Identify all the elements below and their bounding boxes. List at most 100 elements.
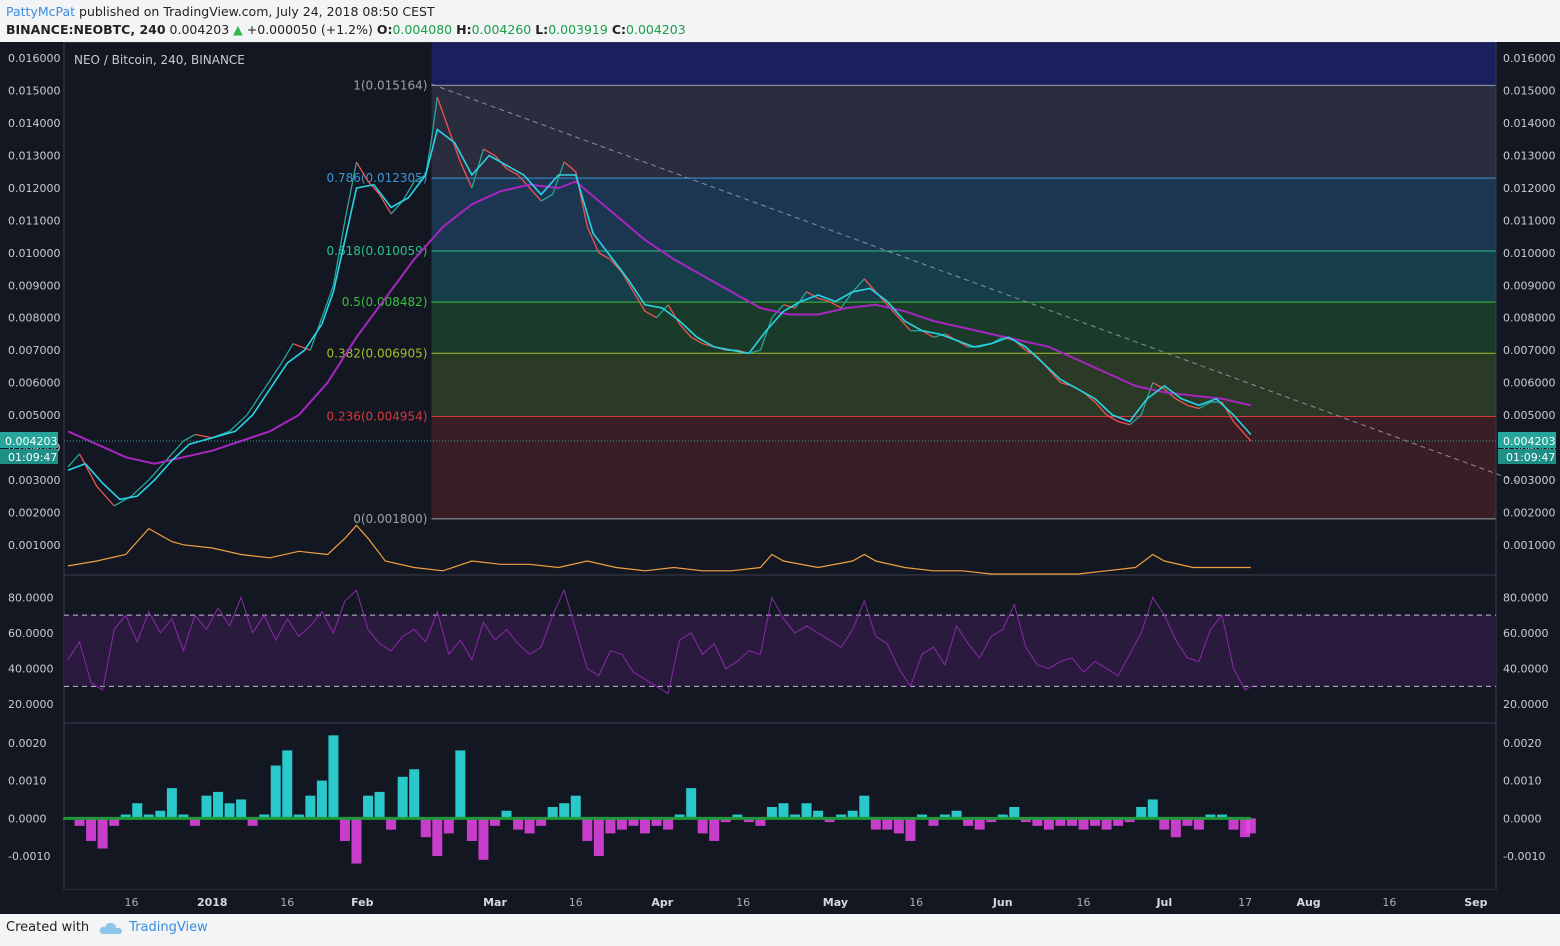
price-axis-tick-right: 0.008000: [1503, 312, 1556, 325]
fibonacci-retracement: 1(0.015164) 0.786(0.012305) 0.618(0.010059…: [327, 42, 1496, 526]
price-segment: [78, 453, 98, 487]
macd-histogram-bar: [651, 818, 662, 826]
time-axis-tick: 16: [1382, 896, 1396, 909]
price-axis-tick-left: 0.016000: [8, 52, 61, 65]
macd-histogram-bar: [316, 780, 327, 819]
price-segment: [540, 193, 553, 202]
macd-histogram-bar: [397, 776, 408, 819]
price-axis-tick-left: 0.015000: [8, 85, 61, 98]
low-label: L:: [535, 22, 549, 37]
author-link[interactable]: PattyMcPat: [6, 4, 76, 19]
volume-ma-line: [67, 524, 1251, 575]
price-segment: [402, 181, 415, 202]
price-segment: [1233, 421, 1246, 435]
price-axis-tick-left: 0.002000: [8, 506, 61, 519]
macd-histogram-bar: [859, 795, 870, 819]
macd-axis-tick-right: 0.0020: [1503, 737, 1542, 750]
price-segment: [1198, 401, 1211, 410]
price-axis-tick-right: 0.009000: [1503, 279, 1556, 292]
macd-histogram-bar: [86, 818, 97, 841]
price-axis-tick-right: 0.014000: [1503, 117, 1556, 130]
price-axis-tick-left: 0.013000: [8, 150, 61, 163]
price-axis-tick-right: 0.002000: [1503, 506, 1556, 519]
ticker-price: 0.004203: [169, 22, 230, 37]
price-segment: [448, 129, 461, 163]
tradingview-brand-link[interactable]: TradingView: [129, 920, 208, 935]
fib-level-label: 0.618(0.010059): [327, 244, 428, 258]
chart-title: NEO / Bitcoin, 240, BINANCE: [74, 53, 245, 67]
time-axis-tick: 16: [736, 896, 750, 909]
time-axis-tick: Sep: [1464, 896, 1487, 909]
price-segment: [355, 161, 369, 182]
price-segment: [321, 285, 335, 318]
descending-trendline: [431, 83, 1523, 484]
close-value: 0.004203: [626, 22, 686, 37]
axes-layer: 0.001000 0.001000 0.002000 0.002000 0.003000…: [0, 52, 1560, 914]
macd-histogram-bar: [836, 814, 847, 819]
fast-ema-line: [67, 128, 1252, 501]
macd-histogram-bar: [628, 818, 639, 826]
price-segment: [529, 187, 542, 202]
macd-histogram-bar: [1136, 807, 1147, 819]
macd-histogram-bar: [420, 818, 431, 838]
price-axis-tick-right: 0.010000: [1503, 247, 1556, 260]
macd-histogram-bar: [247, 818, 258, 826]
price-axis-tick-left: 0.007000: [8, 344, 61, 357]
price-segment: [506, 167, 519, 176]
price-segment: [632, 291, 646, 312]
macd-histogram-bar: [224, 803, 235, 819]
price-segment: [667, 304, 681, 325]
price-segment: [1094, 401, 1108, 416]
macd-histogram-bar: [1066, 818, 1077, 826]
footer: Created with TradingView: [6, 920, 208, 935]
price-segment: [829, 300, 842, 309]
rsi-axis-tick-right: 40.0000: [1503, 663, 1549, 676]
macd-histogram-bar: [1182, 818, 1193, 826]
macd-histogram-bar: [351, 818, 362, 864]
macd-histogram-bar: [536, 818, 547, 826]
fib-zone-0: [431, 85, 1496, 179]
price-axis-tick-right: 0.016000: [1503, 52, 1556, 65]
macd-histogram-bar: [1217, 814, 1227, 819]
price-segment: [759, 317, 773, 351]
macd-axis-tick-left: 0.0010: [8, 775, 47, 788]
macd-histogram-bar: [524, 818, 535, 834]
macd-histogram-bar: [824, 818, 835, 823]
price-segment: [679, 323, 692, 338]
macd-histogram-bar: [997, 814, 1008, 819]
open-label: O:: [376, 22, 393, 37]
macd-histogram-bar: [339, 818, 350, 841]
price-segment: [67, 453, 81, 468]
macd-histogram-bar: [547, 807, 558, 819]
time-axis-tick: Feb: [351, 896, 374, 909]
price-axis-tick-right: 0.006000: [1503, 377, 1556, 390]
price-segment: [817, 297, 830, 303]
macd-histogram-bar: [582, 818, 593, 841]
price-segment: [367, 181, 381, 195]
macd-histogram-bar: [790, 814, 801, 819]
rsi-axis-tick-right: 60.0000: [1503, 627, 1549, 640]
price-badge-left: 0.004203: [5, 435, 58, 448]
macd-histogram-bar: [132, 803, 143, 819]
fib-level-label: 0.786(0.012305): [327, 171, 428, 185]
price-segment: [96, 485, 115, 507]
macd-histogram-bar: [928, 818, 939, 826]
price-segment: [586, 226, 600, 254]
macd-histogram-bar: [778, 803, 789, 819]
macd-histogram-bar: [559, 803, 570, 819]
macd-axis-tick-left: 0.0020: [8, 737, 47, 750]
published-text: published on TradingView.com, July 24, 2…: [79, 4, 435, 19]
price-segment: [413, 174, 427, 183]
low-value: 0.003919: [548, 22, 608, 37]
rsi-pane: [64, 588, 1496, 695]
macd-histogram-bar: [282, 750, 293, 819]
macd-histogram-bar: [951, 810, 962, 819]
macd-histogram-bar: [386, 818, 397, 830]
macd-histogram-bar: [305, 795, 316, 819]
macd-histogram-bar: [1009, 807, 1020, 819]
volume-layer: [67, 524, 1251, 575]
price-badge-right: 0.004203: [1503, 435, 1556, 448]
price-badge-left-bg: [0, 432, 58, 448]
trading-chart[interactable]: 1(0.015164) 0.786(0.012305) 0.618(0.010059…: [0, 42, 1560, 914]
time-axis-tick: Aug: [1296, 896, 1320, 909]
